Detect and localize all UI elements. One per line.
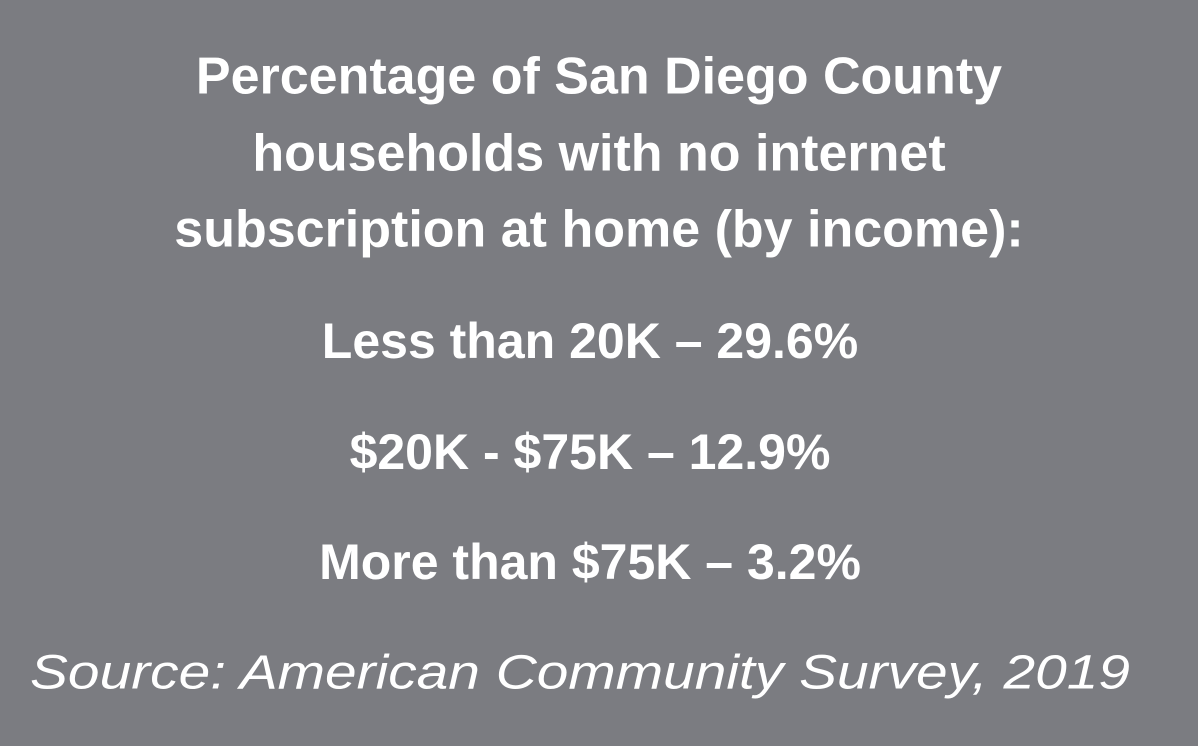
income-stat: More than $75K – 3.2% — [319, 534, 861, 590]
source-note: Source: American Community Survey, 2019 — [30, 647, 1130, 700]
title-line: Percentage of San Diego County — [196, 48, 1002, 106]
income-stat: $20K - $75K – 12.9% — [350, 424, 831, 480]
income-stat: Less than 20K – 29.6% — [322, 313, 858, 369]
title-line: subscription at home (by income): — [174, 201, 1023, 259]
title-line: households with no internet — [252, 125, 945, 183]
